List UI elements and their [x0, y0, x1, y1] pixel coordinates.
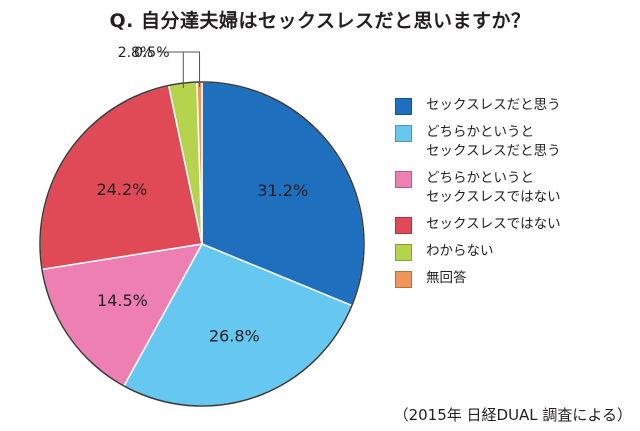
source-note: （2015年 日経DUAL 調査による）	[393, 406, 632, 424]
legend-item-4: わからない	[395, 242, 635, 261]
slice-label-5: 0.5%	[134, 45, 170, 61]
legend: セックスレスだと思う どちらかというと セックスレスだと思う どちらかというと …	[395, 96, 635, 296]
slice-label-4: 2.8%	[118, 45, 154, 61]
legend-item-2: どちらかというと セックスレスではない	[395, 169, 635, 207]
legend-label-0: セックスレスだと思う	[426, 97, 561, 113]
legend-label-4: わからない	[426, 243, 494, 259]
legend-swatch-2	[395, 171, 412, 188]
legend-item-3: セックスレスではない	[395, 215, 635, 234]
legend-swatch-0	[395, 98, 412, 115]
legend-swatch-3	[395, 217, 412, 234]
legend-label-2: どちらかというと セックスレスではない	[426, 170, 561, 205]
legend-swatch-5	[395, 271, 412, 288]
slice-label-0: 31.2%	[257, 181, 308, 200]
legend-label-5: 無回答	[426, 270, 467, 286]
legend-label-1: どちらかというと セックスレスだと思う	[426, 124, 561, 159]
legend-swatch-4	[395, 244, 412, 261]
slice-label-2: 14.5%	[97, 291, 148, 310]
legend-item-5: 無回答	[395, 269, 635, 288]
chart-title: Q. 自分達夫婦はセックスレスだと思いますか？	[109, 10, 531, 32]
slice-label-1: 26.8%	[209, 327, 260, 346]
slice-label-3: 24.2%	[97, 180, 148, 199]
legend-item-1: どちらかというと セックスレスだと思う	[395, 123, 635, 161]
leader-line-5	[173, 51, 201, 87]
legend-swatch-1	[395, 125, 412, 142]
pie-outline	[39, 81, 365, 407]
legend-item-0: セックスレスだと思う	[395, 96, 635, 115]
legend-label-3: セックスレスではない	[426, 216, 561, 232]
